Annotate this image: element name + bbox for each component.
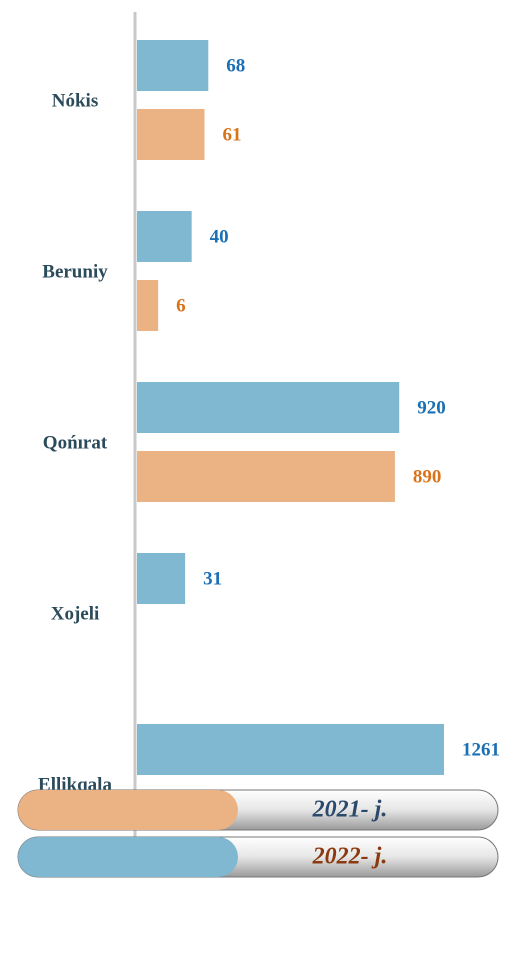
bar <box>137 451 395 502</box>
legend-label: 2021- j. <box>312 797 388 823</box>
bar <box>137 211 192 262</box>
bar <box>137 109 205 160</box>
legend-label: 2022- j. <box>312 844 388 870</box>
category-label: Beruniy <box>42 261 108 282</box>
value-label: 40 <box>210 226 229 247</box>
category-label: Nókis <box>52 90 98 111</box>
bar <box>137 724 444 775</box>
bar <box>137 40 209 91</box>
value-label: 890 <box>413 466 442 487</box>
value-label: 920 <box>417 397 446 418</box>
value-label: 6 <box>176 295 186 316</box>
bar <box>137 382 400 433</box>
value-label: 31 <box>203 568 222 589</box>
bar <box>137 553 186 604</box>
legend-swatch <box>18 837 238 877</box>
value-label: 68 <box>226 55 245 76</box>
value-label: 1261 <box>462 739 500 760</box>
legend-swatch <box>18 790 238 830</box>
category-label: Qońırat <box>43 432 108 453</box>
category-label: Xojeli <box>51 603 100 624</box>
bar <box>137 280 159 331</box>
value-label: 61 <box>223 124 242 145</box>
